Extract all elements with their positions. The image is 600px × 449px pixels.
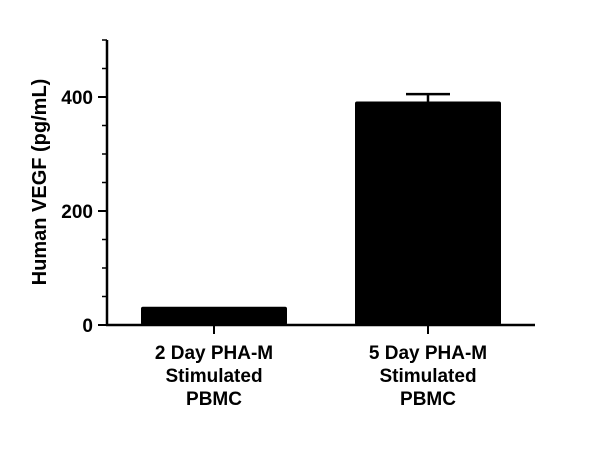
x-category-label: 5 Day PHA-M (369, 343, 487, 364)
x-category-label: 2 Day PHA-M (155, 343, 273, 364)
y-tick-label: 400 (61, 88, 93, 109)
x-category-label: PBMC (186, 389, 242, 410)
y-axis-title: Human VEGF (pg/mL) (29, 79, 51, 286)
y-axis-ticks: 0 200 400 (61, 39, 107, 337)
y-axis-title-group: Human VEGF (pg/mL) (29, 79, 51, 286)
y-tick-label: 200 (61, 202, 93, 223)
x-category-label: PBMC (400, 389, 456, 410)
bar (141, 306, 287, 325)
x-category-label: Stimulated (379, 366, 476, 387)
x-category-label: Stimulated (165, 366, 262, 387)
bars (141, 101, 501, 325)
error-bars (406, 92, 450, 102)
bar (355, 101, 501, 325)
y-tick-label: 0 (82, 316, 93, 337)
